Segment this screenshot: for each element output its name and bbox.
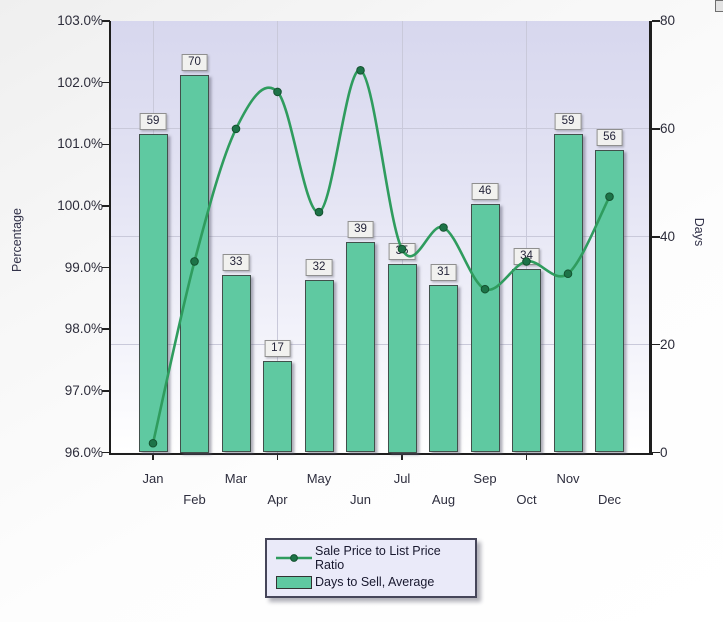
x-axis-tick [401,455,403,460]
x-axis-tick [525,455,528,460]
bar [138,134,168,453]
bar-value-label: 17 [264,339,291,357]
bar [470,204,500,453]
x-axis-tick [152,455,154,460]
bar [387,263,417,453]
y-axis-right-line [649,21,652,455]
y-axis-tick-left [102,143,110,146]
y-axis-tick-left [102,451,110,454]
y-axis-tick-label-left: 103.0% [57,13,103,28]
bar [595,150,624,453]
y-axis-tick-left [102,390,110,392]
y-axis-tick-right [652,451,660,454]
bar-value-label: 31 [430,264,457,282]
x-axis-label: Nov [556,471,580,486]
y-axis-tick-right [652,343,660,346]
y-axis-tick-right [652,236,660,238]
bar-series-icon [273,575,315,589]
legend-item-line: Sale Price to List Price Ratio [273,544,469,572]
bar-value-label: 39 [347,221,374,239]
y-axis-tick-left [102,205,110,207]
legend-label-line: Sale Price to List Price Ratio [315,544,441,572]
x-axis-label: Jan [142,471,164,486]
y-axis-tick-label-left: 97.0% [64,382,103,398]
bar-value-label: 33 [222,253,250,271]
x-axis-label: Mar [224,471,248,486]
y-axis-left-line [108,21,111,455]
bar-value-label: 46 [471,183,499,201]
legend: Sale Price to List Price Ratio Days to S… [265,538,477,598]
bar [429,285,458,453]
x-axis-tick [276,455,279,460]
y-axis-tick-label-left: 99.0% [64,259,103,275]
y-axis-tick-right [652,128,660,130]
x-axis-label: May [306,471,332,486]
y-axis-tick-label-left: 98.0% [64,321,103,337]
y-axis-tick-label-right: 0 [660,444,668,460]
left-axis-title: Percentage [10,208,24,272]
bar [180,74,209,453]
bar [553,134,583,453]
x-axis-label: Aug [431,492,456,507]
y-axis-tick-label-left: 100.0% [57,197,103,213]
bar-value-label: 32 [305,258,333,276]
y-axis-tick-label-right: 20 [660,336,676,352]
x-axis-line [108,452,653,455]
bar [263,360,292,453]
y-axis-tick-left [102,20,110,22]
bar-value-label: 59 [554,113,582,131]
bar [346,242,375,453]
legend-item-bar: Days to Sell, Average [273,575,469,589]
x-axis-label: Feb [183,492,206,507]
bar-value-label: 34 [513,248,540,266]
bar [512,269,541,453]
legend-label-bar: Days to Sell, Average [315,575,435,589]
bar-value-label: 59 [139,113,167,131]
x-axis-label: Jun [350,492,371,507]
y-axis-tick-label-right: 80 [660,13,676,28]
y-axis-tick-label-left: 102.0% [57,74,103,90]
window-edge-fragment [715,0,723,12]
bar-value-label: 35 [388,242,416,260]
y-axis-tick-label-right: 60 [660,120,676,136]
x-axis-label: Sep [473,471,497,486]
x-axis-label: Apr [267,492,288,507]
bar-value-label: 56 [596,129,623,147]
bar [221,274,251,453]
x-axis-label: Dec [597,492,622,507]
y-axis-tick-label-left: 101.0% [57,136,103,152]
right-axis-title: Days [692,217,706,247]
y-axis-tick-right [652,20,660,22]
y-axis-tick-label-left: 96.0% [64,444,103,460]
x-axis-label: Oct [516,492,537,507]
line-series-icon [273,553,315,563]
bar [304,279,334,453]
y-axis-tick-left [102,81,110,84]
y-axis-tick-left [102,328,110,330]
y-axis-tick-label-right: 40 [660,228,676,244]
bar-value-label: 70 [181,53,208,71]
y-axis-tick-left [102,266,110,269]
x-axis-label: Jul [393,471,411,486]
